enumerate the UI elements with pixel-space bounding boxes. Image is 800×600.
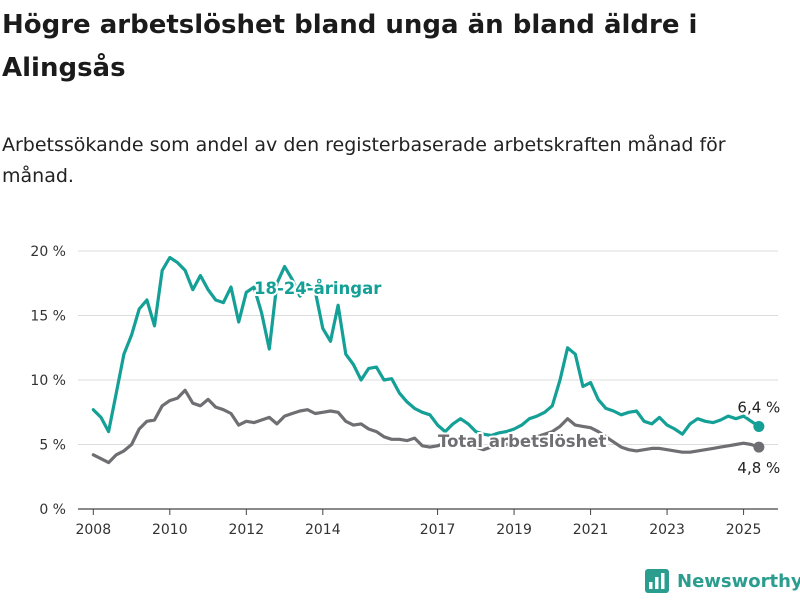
chart-title: Högre arbetslöshet bland unga än bland ä… xyxy=(2,10,698,83)
y-tick-label: 10 % xyxy=(30,373,66,389)
series-line-total xyxy=(91,388,761,465)
x-axis: 2008 2010 2012 2014 2017 2019 2021 2023 2025 xyxy=(75,509,761,538)
brand-name: Newsworthy xyxy=(677,570,800,592)
end-point-youth xyxy=(753,420,765,432)
end-value-label-youth: 6,4 % xyxy=(737,398,780,416)
x-tick-label: 2017 xyxy=(420,522,456,538)
series-lines xyxy=(91,255,765,465)
x-tick-label: 2010 xyxy=(152,522,188,538)
end-value-label-total: 4,8 % xyxy=(737,459,780,477)
x-tick-label: 2019 xyxy=(496,522,532,538)
y-tick-label: 20 % xyxy=(30,244,66,260)
x-tick-label: 2014 xyxy=(305,522,341,538)
chart-subtitle: Arbetssökande som andel av den registerb… xyxy=(2,134,726,187)
brand-logo: Newsworthy xyxy=(645,569,800,593)
y-tick-label: 15 % xyxy=(30,309,66,325)
x-tick-label: 2025 xyxy=(726,522,762,538)
x-tick-label: 2008 xyxy=(75,522,111,538)
series-label-total: Total arbetslöshet xyxy=(438,432,607,451)
x-tick-label: 2012 xyxy=(228,522,264,538)
series-label-youth: 18-24-åringar xyxy=(254,279,382,298)
x-tick-label: 2021 xyxy=(573,522,609,538)
end-point-total xyxy=(753,441,765,453)
series-line-youth xyxy=(91,255,761,438)
x-tick-label: 2023 xyxy=(649,522,685,538)
y-tick-label: 0 % xyxy=(39,502,66,518)
y-axis-tick-labels: 0 % 5 % 10 % 15 % 20 % xyxy=(30,244,66,518)
y-tick-label: 5 % xyxy=(39,438,66,454)
bar-chart-logo-icon xyxy=(645,569,669,593)
series-labels: 18-24-åringar Total arbetslöshet 6,4 % 4,8 … xyxy=(252,277,782,479)
gridlines xyxy=(78,250,778,510)
